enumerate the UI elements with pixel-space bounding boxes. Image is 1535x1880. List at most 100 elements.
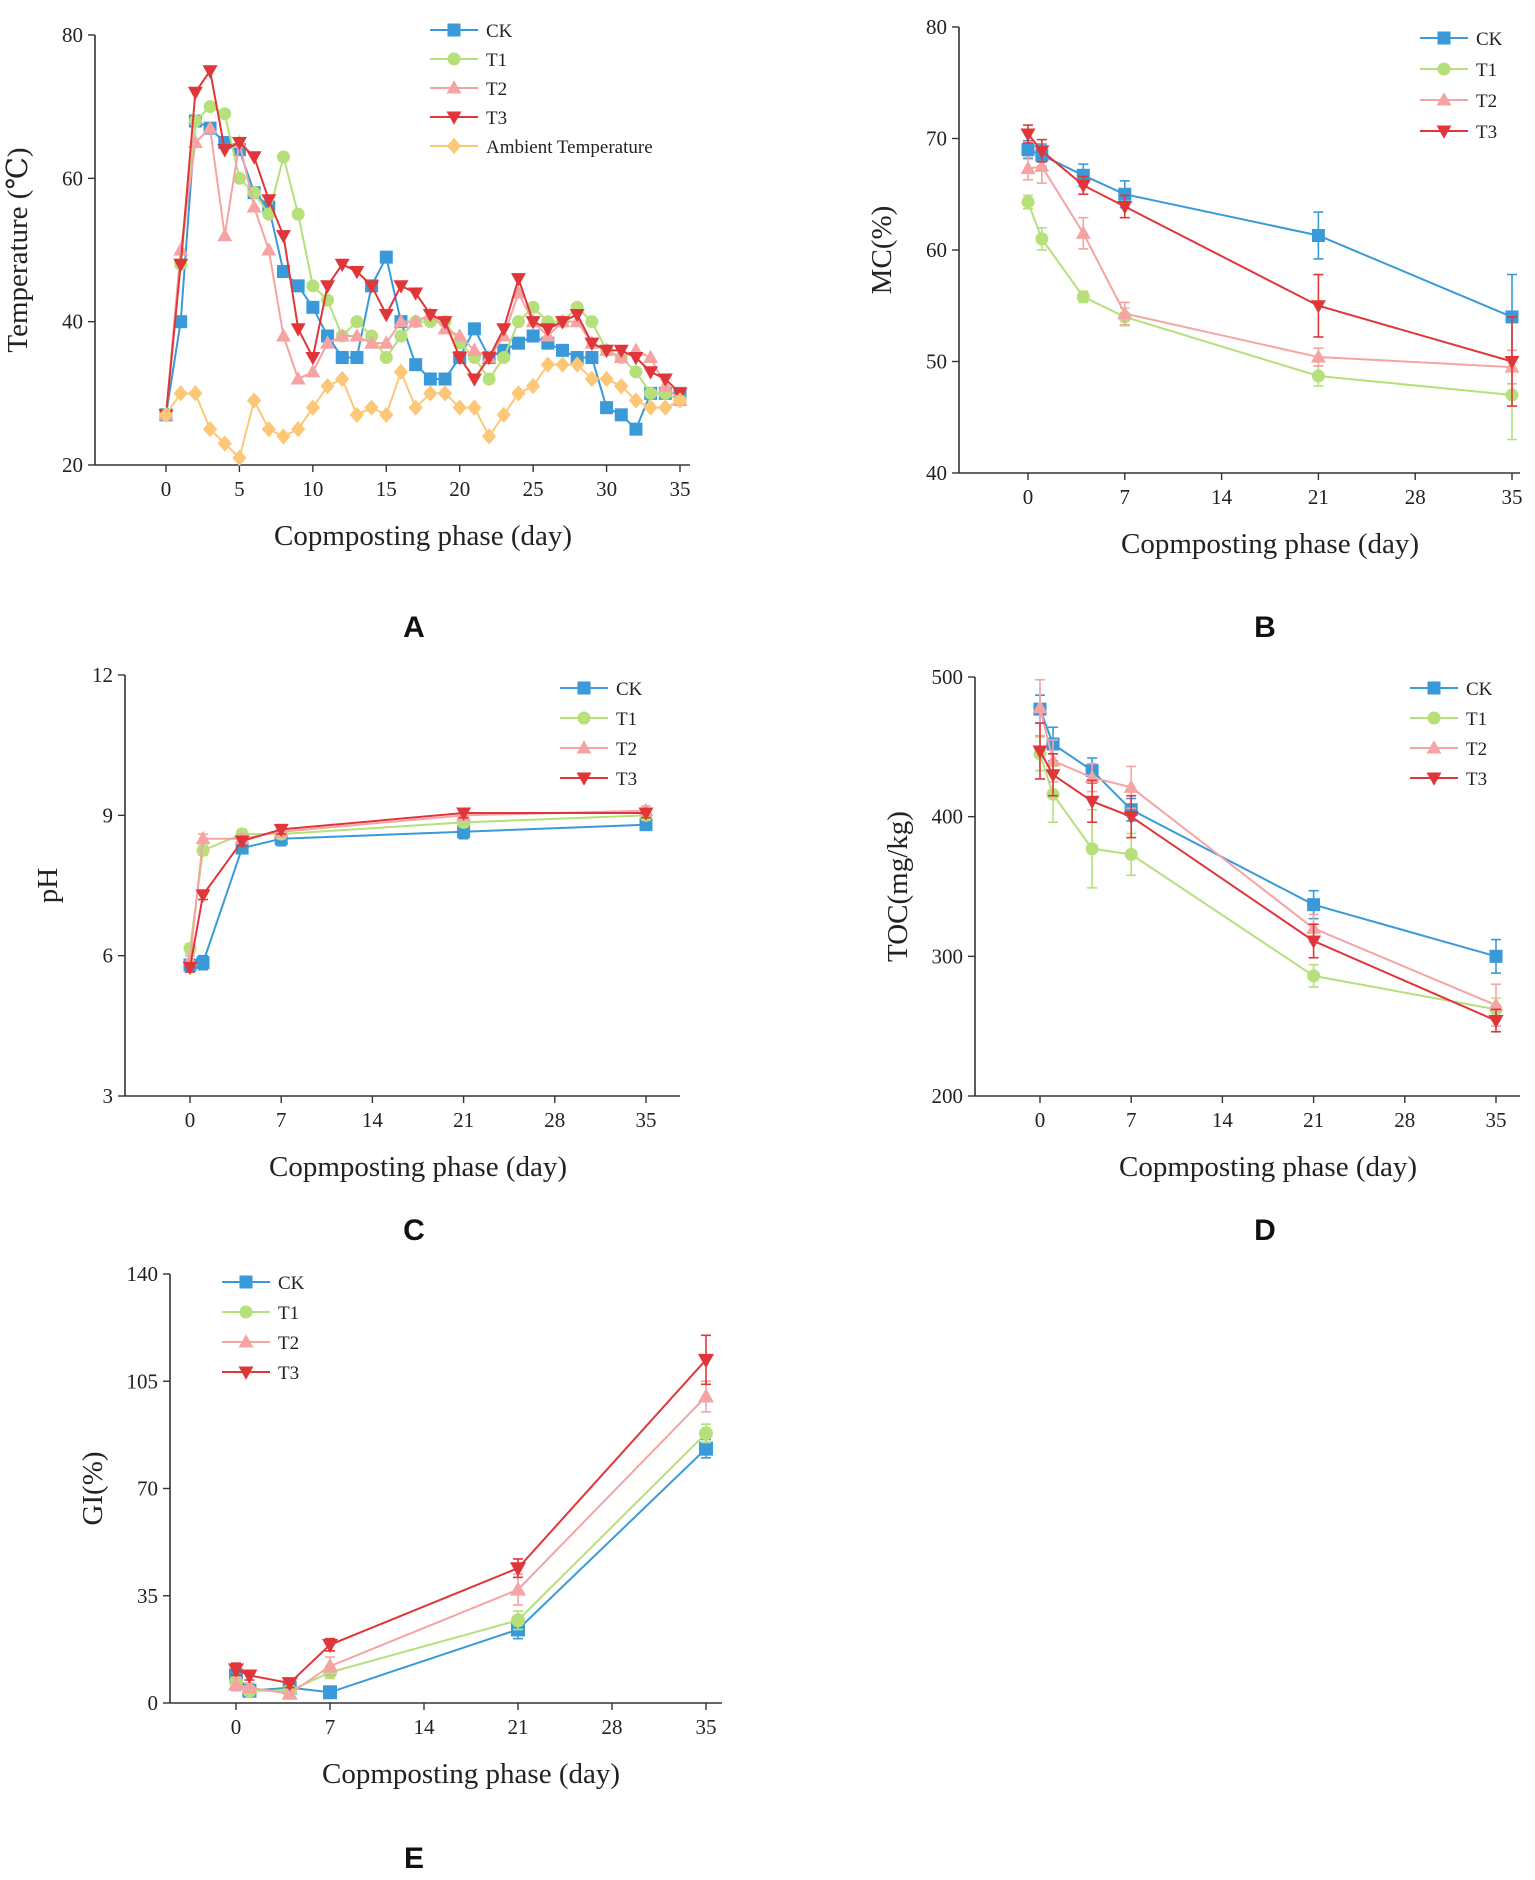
legend-marker — [1427, 681, 1441, 695]
series-line — [235, 1395, 707, 1695]
data-point — [306, 279, 320, 293]
legend-marker — [446, 137, 462, 155]
series-ck — [183, 818, 653, 972]
data-point — [321, 1657, 339, 1673]
data-point — [227, 1663, 245, 1678]
legend-marker — [576, 740, 592, 754]
data-point — [509, 1581, 527, 1596]
legend-label: T3 — [1466, 769, 1487, 790]
data-point — [569, 308, 585, 323]
data-point — [657, 373, 673, 387]
data-point — [202, 65, 218, 79]
data-point — [510, 273, 526, 287]
data-point — [335, 370, 350, 388]
data-point — [511, 385, 526, 402]
series-ambient-temperature — [158, 356, 688, 466]
data-point — [232, 171, 246, 185]
legend-marker — [238, 1366, 254, 1380]
data-point — [173, 258, 189, 273]
data-point — [1032, 745, 1048, 759]
legend-marker — [238, 1334, 254, 1348]
data-point — [276, 428, 291, 445]
legend: CK T1 T2 T3 — [222, 1273, 305, 1384]
data-point — [628, 392, 644, 409]
data-point — [276, 265, 290, 278]
y-tick-label: 105 — [127, 1369, 159, 1393]
legend-marker — [447, 52, 461, 66]
legend-label: CK — [616, 679, 643, 700]
x-axis-title: Copmposting phase (day) — [269, 1151, 567, 1183]
data-point — [394, 329, 408, 343]
y-tick-label: 70 — [137, 1477, 158, 1501]
y-tick-label: 80 — [926, 15, 947, 39]
data-point — [393, 280, 409, 294]
x-tick-label: 14 — [362, 1108, 384, 1132]
data-point — [203, 100, 217, 114]
legend-label: T1 — [278, 1303, 299, 1324]
data-point — [349, 328, 365, 342]
data-point — [628, 351, 644, 366]
legend-label: Ambient Temperature — [486, 137, 653, 158]
data-point — [613, 344, 629, 359]
data-point — [188, 385, 203, 402]
data-point — [1021, 143, 1035, 157]
y-tick-label: 50 — [926, 350, 947, 374]
x-tick-label: 28 — [1394, 1108, 1415, 1132]
data-point — [1076, 168, 1090, 182]
data-point — [452, 351, 468, 366]
data-point — [452, 328, 468, 342]
data-point — [423, 385, 438, 402]
data-point — [511, 315, 525, 329]
legend-label: T3 — [486, 108, 507, 129]
series-t1 — [1021, 194, 1519, 441]
y-tick-label: 500 — [932, 665, 964, 689]
series-ck — [229, 1438, 713, 1700]
data-point — [305, 351, 321, 366]
data-point — [350, 315, 364, 329]
series-t3 — [1032, 722, 1504, 1033]
legend-label: T1 — [616, 709, 637, 730]
series-line — [235, 1432, 707, 1692]
legend-label: T1 — [1476, 60, 1497, 81]
legend-marker — [239, 1305, 253, 1319]
legend: CK T1 T2 T3 — [560, 679, 643, 790]
data-point — [614, 408, 628, 422]
data-point — [1084, 795, 1100, 810]
x-tick-label: 20 — [449, 477, 470, 501]
legend-marker — [1436, 125, 1452, 139]
series-line — [189, 823, 647, 967]
legend-label: T1 — [1466, 709, 1487, 730]
data-point — [349, 265, 365, 280]
data-point — [1076, 290, 1090, 304]
x-tick-label: 7 — [1120, 485, 1131, 509]
data-point — [334, 328, 350, 342]
data-point — [457, 825, 471, 839]
x-tick-label: 15 — [376, 477, 397, 501]
data-point — [1307, 969, 1321, 983]
data-point — [437, 385, 453, 402]
x-tick-label: 14 — [1212, 1108, 1234, 1132]
data-point — [379, 250, 393, 264]
legend-label: T3 — [616, 769, 637, 790]
data-point — [290, 323, 306, 337]
series-line — [1027, 133, 1513, 363]
y-axis-title: pH — [32, 868, 64, 904]
data-point — [305, 364, 321, 378]
data-point — [408, 399, 423, 416]
data-point — [305, 399, 321, 416]
x-tick-label: 0 — [1023, 485, 1034, 509]
data-point — [1020, 160, 1036, 175]
data-point — [1310, 300, 1326, 314]
data-point — [697, 1353, 715, 1369]
series-line — [1027, 165, 1513, 369]
y-tick-label: 60 — [926, 238, 947, 262]
y-tick-label: 12 — [92, 663, 113, 687]
series-line — [235, 1447, 707, 1694]
panel-letter: E — [404, 1842, 424, 1875]
data-point — [456, 807, 472, 821]
y-tick-label: 6 — [103, 944, 114, 968]
legend-marker — [577, 681, 591, 695]
data-point — [1307, 898, 1321, 912]
chart-panel-D: 200 300 400 500 0 7 14 21 28 35 Copmposting phase … — [882, 665, 1520, 1247]
data-point — [1118, 187, 1132, 201]
